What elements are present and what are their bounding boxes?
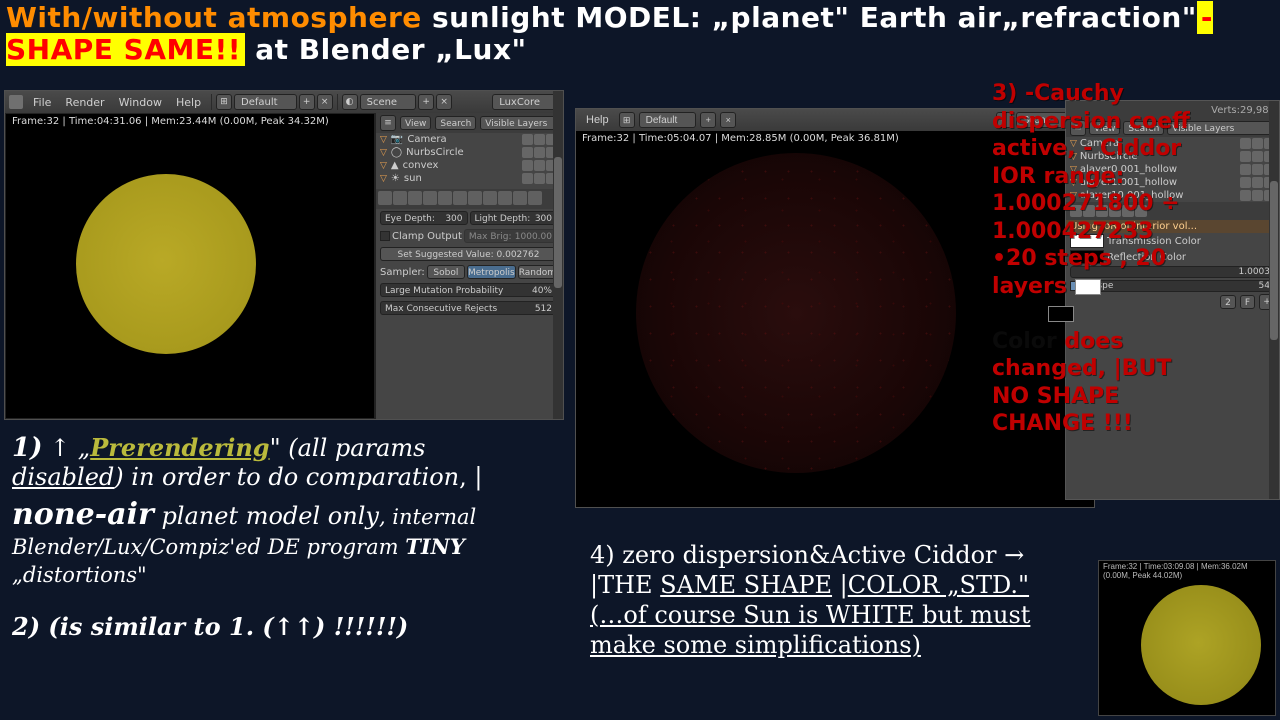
engine-dropdown[interactable]: LuxCore <box>492 94 559 110</box>
menu-file[interactable]: File <box>27 96 57 109</box>
set-suggested-button[interactable]: Set Suggested Value: 0.002762 <box>380 247 557 261</box>
annotation-4: 4) zero dispersion&Active Ciddor → |THE … <box>590 540 1070 660</box>
render-viewport-left: Frame:32 | Time:04:31.06 | Mem:23.44M (0… <box>5 113 375 419</box>
page-2-button[interactable]: 2 <box>1220 295 1236 309</box>
large-mutation-field[interactable]: Large Mutation Probability40% <box>380 283 557 297</box>
menu-window[interactable]: Window <box>113 96 168 109</box>
layout-grid-icon[interactable]: ⊞ <box>619 112 635 128</box>
thumbnail-render: Frame:32 | Time:03:09.08 | Mem:36.02M (0… <box>1098 560 1276 716</box>
clamp-output-label: Clamp Output <box>392 231 462 242</box>
menu-help[interactable]: Help <box>170 96 207 109</box>
collapse-icon[interactable]: ▽ <box>380 161 387 171</box>
eye-depth-field[interactable]: Eye Depth:300 <box>380 211 468 225</box>
title-block: With/without atmosphere sunlight MODEL: … <box>6 2 1280 66</box>
outliner-view[interactable]: View <box>400 116 431 130</box>
page-f-button[interactable]: F <box>1240 295 1255 309</box>
title-seg4: at Blender „Lux" <box>245 33 527 66</box>
add-button[interactable]: + <box>299 94 315 110</box>
title-seg1: With/without atmosphere <box>6 1 422 34</box>
max-rejects-field[interactable]: Max Consecutive Rejects512 <box>380 301 557 315</box>
outliner-item[interactable]: ▽📷Camera <box>376 133 561 146</box>
sampler-label: Sampler: <box>380 267 425 278</box>
layout-dropdown-right[interactable]: Default <box>639 112 697 128</box>
rendered-sun-thumb <box>1141 585 1261 705</box>
remove-button[interactable]: × <box>720 112 736 128</box>
annotation-1: 1) ↑ „Prerendering" (all params disabled… <box>12 433 572 647</box>
outliner-header: ≡ View Search Visible Layers <box>376 113 561 133</box>
blender-logo-icon <box>9 95 23 109</box>
outliner-item[interactable]: ▽▲convex <box>376 159 561 172</box>
rendered-sun <box>76 174 256 354</box>
frame-info-thumb: Frame:32 | Time:03:09.08 | Mem:36.02M (0… <box>1103 562 1275 580</box>
frame-info-right: Frame:32 | Time:05:04.07 | Mem:28.85M (0… <box>582 133 899 144</box>
scrollbar[interactable] <box>553 91 563 419</box>
outliner-icon[interactable]: ≡ <box>380 115 396 131</box>
collapse-icon[interactable]: ▽ <box>380 148 387 158</box>
blender-side-panel: ≡ View Search Visible Layers ▽📷Camera ▽◯… <box>375 113 561 419</box>
properties-tabs[interactable] <box>376 189 561 207</box>
sampler-random[interactable]: Random <box>518 265 557 279</box>
menu-help-right[interactable]: Help <box>580 114 615 126</box>
light-depth-field[interactable]: Light Depth:300 <box>470 211 558 225</box>
scrollbar[interactable] <box>1269 101 1279 499</box>
scene-icon[interactable]: ◐ <box>342 94 358 110</box>
annotation-3: 3) -Cauchy dispersion coeff active, - Ci… <box>992 80 1210 438</box>
title-seg2: sunlight MODEL: „planet" Earth air„refra… <box>422 1 1197 34</box>
layout-dropdown[interactable]: Default <box>234 94 297 110</box>
blender-topbar: File Render Window Help ⊞ Default + × ◐ … <box>5 91 563 113</box>
layout-grid-icon[interactable]: ⊞ <box>216 94 232 110</box>
collapse-icon[interactable]: ▽ <box>380 174 387 184</box>
frame-info-left: Frame:32 | Time:04:31.06 | Mem:23.44M (0… <box>12 116 329 127</box>
blender-left-panel: File Render Window Help ⊞ Default + × ◐ … <box>4 90 564 420</box>
sampler-metropolis[interactable]: Metropolis <box>467 265 516 279</box>
outliner-item[interactable]: ▽◯NurbsCircle <box>376 146 561 159</box>
max-brig-field: Max Brig:1000.00 <box>464 229 557 243</box>
menu-render[interactable]: Render <box>59 96 110 109</box>
outliner-filter[interactable]: Visible Layers <box>480 116 557 130</box>
add-button[interactable]: + <box>700 112 716 128</box>
black-swatch <box>1048 306 1074 322</box>
scene-add-button[interactable]: + <box>418 94 434 110</box>
rendered-dark-circle <box>636 153 956 473</box>
remove-button[interactable]: × <box>317 94 333 110</box>
white-swatch <box>1075 279 1101 295</box>
collapse-icon[interactable]: ▽ <box>380 135 387 145</box>
scene-dropdown[interactable]: Scene <box>360 94 417 110</box>
outliner-item[interactable]: ▽☀sun <box>376 172 561 185</box>
clamp-output-checkbox[interactable] <box>380 231 390 241</box>
scene-remove-button[interactable]: × <box>436 94 452 110</box>
properties-header <box>376 189 561 209</box>
outliner-search[interactable]: Search <box>435 116 476 130</box>
sampler-sobol[interactable]: Sobol <box>427 265 465 279</box>
